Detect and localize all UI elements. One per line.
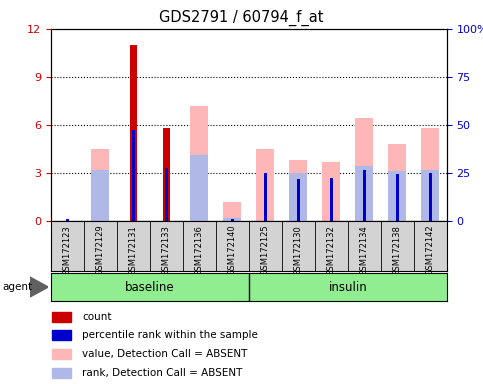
Bar	[163, 128, 170, 221]
Bar	[355, 118, 373, 221]
Bar	[223, 202, 242, 221]
Text: percentile rank within the sample: percentile rank within the sample	[82, 330, 258, 341]
Text: GDS2791 / 60794_f_at: GDS2791 / 60794_f_at	[159, 10, 324, 26]
Bar	[91, 149, 109, 221]
Text: GSM172125: GSM172125	[261, 225, 270, 275]
Text: GSM172142: GSM172142	[426, 225, 435, 275]
Bar	[223, 218, 242, 221]
Bar	[289, 173, 307, 221]
Bar	[190, 155, 208, 221]
Bar	[129, 45, 137, 221]
Bar	[165, 168, 168, 221]
Bar	[66, 219, 69, 221]
Text: GSM172123: GSM172123	[63, 225, 71, 276]
Bar	[421, 170, 440, 221]
Bar	[428, 173, 432, 221]
Bar	[52, 330, 71, 340]
Bar	[297, 179, 300, 221]
Text: GSM172138: GSM172138	[393, 225, 402, 276]
Bar	[52, 368, 71, 378]
Bar	[91, 170, 109, 221]
Text: GSM172136: GSM172136	[195, 225, 204, 276]
Text: insulin: insulin	[328, 281, 367, 293]
Bar	[355, 166, 373, 221]
Bar	[52, 312, 71, 322]
Text: value, Detection Call = ABSENT: value, Detection Call = ABSENT	[82, 349, 247, 359]
Bar	[322, 162, 341, 221]
Bar	[329, 177, 333, 221]
Text: GSM172133: GSM172133	[162, 225, 170, 276]
Bar	[131, 130, 135, 221]
Text: GSM172129: GSM172129	[96, 225, 105, 275]
Bar	[363, 170, 366, 221]
Bar	[388, 171, 406, 221]
Bar	[388, 144, 406, 221]
Bar	[190, 106, 208, 221]
Text: GSM172134: GSM172134	[360, 225, 369, 276]
Text: GSM172132: GSM172132	[327, 225, 336, 276]
Bar	[230, 219, 234, 221]
Bar	[264, 173, 267, 221]
Text: GSM172130: GSM172130	[294, 225, 303, 276]
Text: GSM172140: GSM172140	[228, 225, 237, 275]
Polygon shape	[30, 277, 48, 297]
Text: GSM172131: GSM172131	[129, 225, 138, 276]
Bar	[52, 349, 71, 359]
Text: baseline: baseline	[125, 281, 174, 293]
Bar	[421, 128, 440, 221]
Text: rank, Detection Call = ABSENT: rank, Detection Call = ABSENT	[82, 368, 242, 378]
Bar	[396, 174, 399, 221]
Bar	[256, 149, 274, 221]
Bar	[289, 160, 307, 221]
Text: agent: agent	[2, 282, 32, 292]
Text: count: count	[82, 311, 112, 322]
